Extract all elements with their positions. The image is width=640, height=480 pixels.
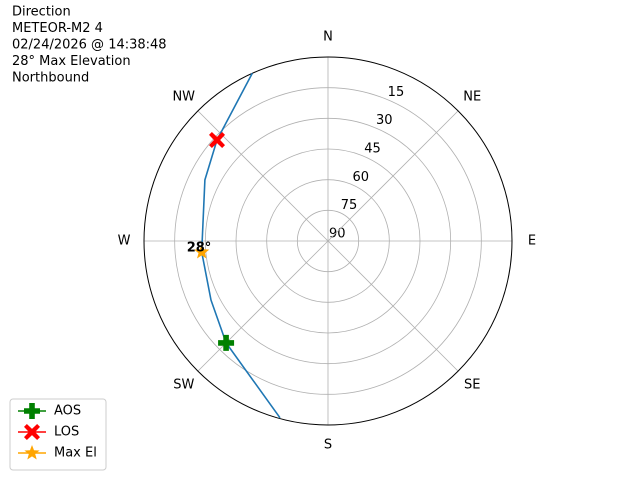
- legend-marker: [24, 424, 40, 440]
- x-tick-label: N: [323, 30, 333, 45]
- legend-marker: [24, 403, 40, 419]
- r-tick-label: 30: [376, 113, 393, 128]
- outer-spine: [143, 56, 513, 426]
- title-line: 28° Max Elevation: [12, 54, 131, 69]
- marker-x: [209, 132, 226, 149]
- x-tick-label: NE: [463, 89, 481, 104]
- r-tick-label: 90: [329, 227, 346, 242]
- legend-label: AOS: [54, 404, 81, 419]
- r-tick-label: 75: [341, 198, 358, 213]
- r-tick-label: 15: [388, 85, 405, 100]
- track-line: [200, 72, 281, 419]
- grid-spoke: [197, 240, 329, 372]
- legend: AOS LOS Max El: [9, 398, 107, 471]
- x-tick-label: SW: [173, 378, 194, 393]
- grid-spoke: [197, 110, 329, 242]
- marker-star: [194, 244, 210, 259]
- value-label: 28°: [187, 241, 212, 256]
- x-tick-label: SE: [464, 378, 480, 393]
- x-tick-label: E: [528, 234, 536, 249]
- legend-label: LOS: [54, 425, 79, 440]
- x-tick-label: W: [118, 234, 131, 249]
- title-line: 02/24/2026 @ 14:38:48: [12, 38, 167, 53]
- x-tick-label: NW: [172, 89, 195, 104]
- title-line: Direction: [12, 5, 71, 20]
- marker-plus: [218, 334, 235, 351]
- x-tick-label: S: [324, 438, 332, 453]
- title-line: METEOR-M2 4: [12, 21, 103, 36]
- grid-spoke: [327, 240, 459, 372]
- grid-spoke: [327, 110, 459, 242]
- r-tick-label: 60: [352, 170, 369, 185]
- legend-label: Max El: [54, 446, 97, 461]
- title-line: Northbound: [12, 71, 89, 86]
- legend-marker: [24, 445, 40, 460]
- r-tick-label: 45: [364, 142, 381, 157]
